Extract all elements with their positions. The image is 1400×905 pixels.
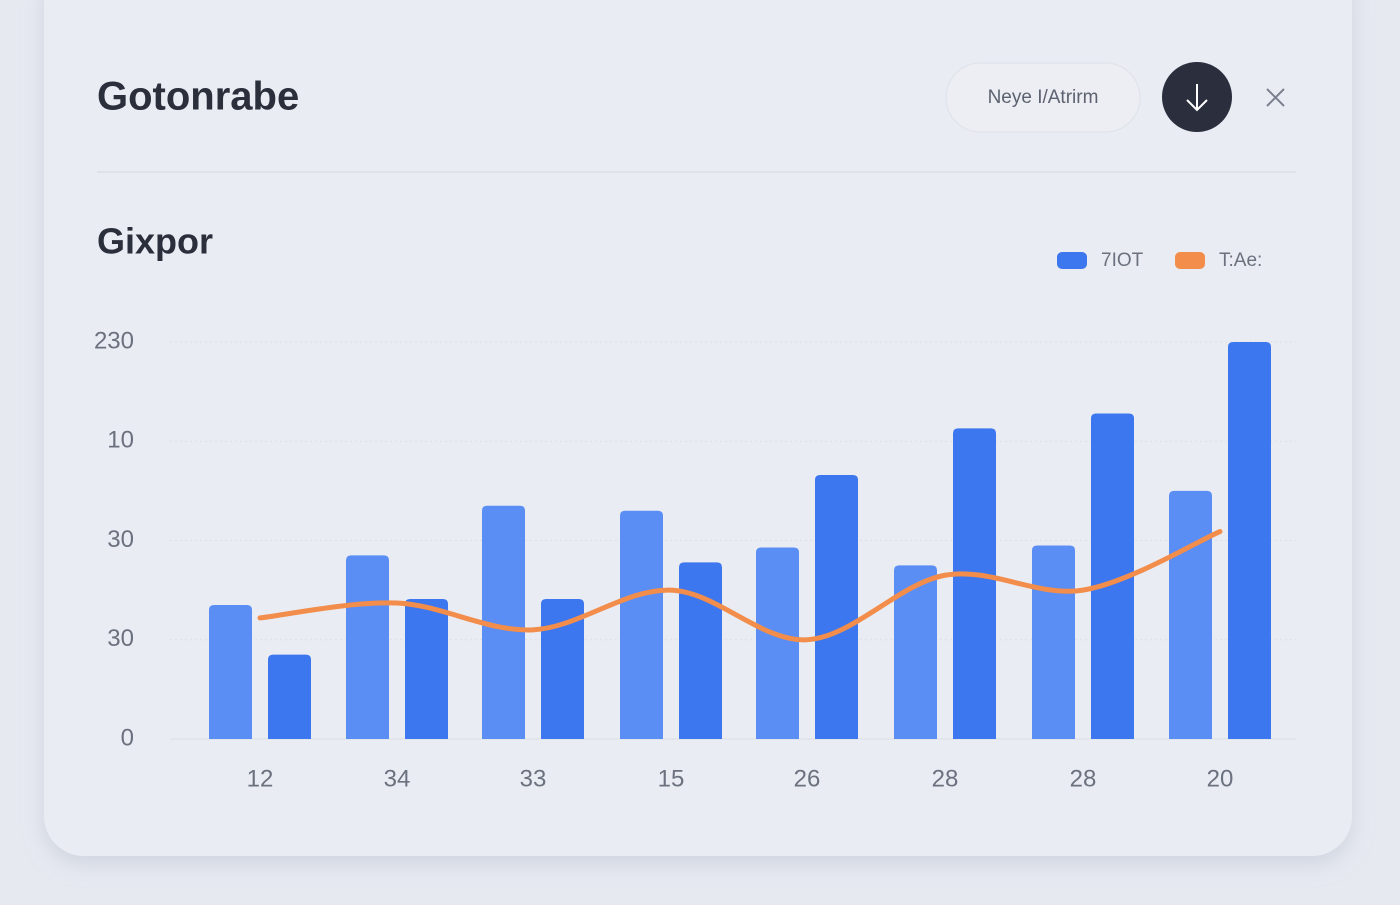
y-tick-label: 30 — [107, 526, 134, 553]
x-tick-label: 26 — [794, 765, 821, 792]
download-icon — [1186, 84, 1208, 112]
bar — [1228, 342, 1271, 739]
bar — [405, 599, 448, 739]
bar — [541, 599, 584, 739]
bar — [756, 547, 799, 739]
x-tick-label: 33 — [520, 765, 547, 792]
line-series — [257, 529, 1223, 643]
x-tick-label: 28 — [1070, 765, 1097, 792]
y-tick-label: 10 — [107, 427, 134, 454]
y-tick-label: 30 — [107, 625, 134, 652]
bar — [815, 474, 858, 739]
legend-swatch — [1175, 252, 1205, 269]
x-tick-label: 20 — [1207, 765, 1234, 792]
bar — [620, 510, 663, 739]
bar — [1032, 545, 1075, 739]
chart-title: Gixpor — [97, 221, 213, 262]
plot: 0 30 30 10 230 12 34 33 15 26 28 28 20 7IOT T:Ae: — [94, 250, 1296, 792]
bar — [1091, 413, 1134, 739]
bar — [894, 565, 937, 739]
close-button[interactable] — [1266, 88, 1285, 107]
page-title: Gotonrabe — [97, 75, 299, 119]
legend-swatch — [1057, 252, 1087, 269]
x-tick-label: 28 — [932, 765, 959, 792]
bar — [953, 428, 996, 739]
bar — [482, 505, 525, 739]
x-tick-label: 15 — [658, 765, 685, 792]
action-button[interactable] — [945, 62, 1141, 133]
bar — [268, 654, 311, 739]
legend-label: T:Ae: — [1219, 250, 1262, 271]
bar — [209, 605, 252, 739]
x-tick-label: 34 — [384, 765, 411, 792]
action-button-label[interactable]: Neye I/Atrirm — [988, 87, 1099, 108]
x-tick-label: 12 — [247, 765, 274, 792]
bar — [1169, 490, 1212, 739]
bar — [679, 562, 722, 739]
y-tick-label: 0 — [121, 724, 134, 751]
legend-label: 7IOT — [1101, 250, 1144, 271]
bar — [346, 555, 389, 739]
y-tick-label: 230 — [94, 327, 134, 354]
